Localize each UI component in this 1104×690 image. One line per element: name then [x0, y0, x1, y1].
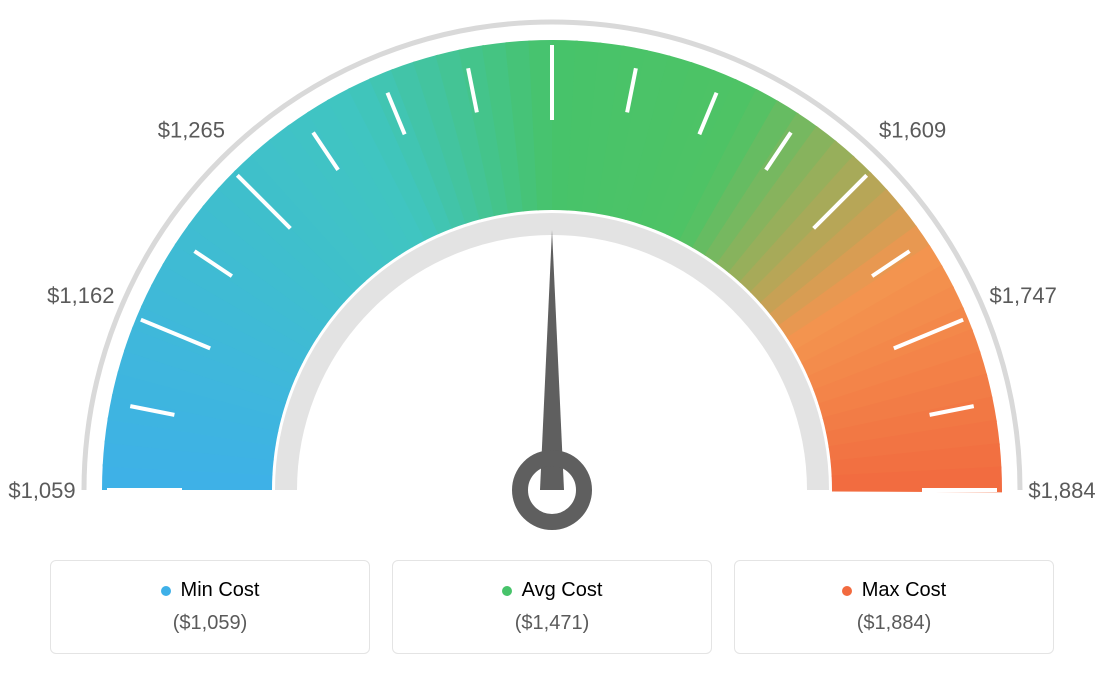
legend-avg-value: ($1,471) — [403, 612, 701, 635]
legend-row: Min Cost ($1,059) Avg Cost ($1,471) Max … — [0, 560, 1104, 654]
legend-avg-label: Avg Cost — [403, 579, 701, 602]
legend-max-box: Max Cost ($1,884) — [734, 560, 1054, 654]
gauge-tick-label: $1,747 — [990, 283, 1057, 308]
legend-max-dot — [842, 586, 852, 596]
gauge-tick-label: $1,162 — [47, 283, 114, 308]
gauge-tick-label: $1,609 — [879, 117, 946, 142]
legend-max-label: Max Cost — [745, 579, 1043, 602]
legend-max-value: ($1,884) — [745, 612, 1043, 635]
gauge-svg: $1,059$1,162$1,265$1,471$1,609$1,747$1,8… — [0, 0, 1104, 560]
legend-min-label: Min Cost — [61, 579, 359, 602]
legend-avg-dot — [502, 586, 512, 596]
gauge-chart: $1,059$1,162$1,265$1,471$1,609$1,747$1,8… — [0, 0, 1104, 560]
gauge-tick-label: $1,884 — [1028, 478, 1095, 503]
legend-min-value: ($1,059) — [61, 612, 359, 635]
legend-min-dot — [161, 586, 171, 596]
gauge-tick-label: $1,265 — [158, 117, 225, 142]
legend-avg-box: Avg Cost ($1,471) — [392, 560, 712, 654]
legend-min-text: Min Cost — [181, 579, 260, 602]
gauge-tick-label: $1,059 — [8, 478, 75, 503]
legend-avg-text: Avg Cost — [522, 579, 603, 602]
legend-max-text: Max Cost — [862, 579, 946, 602]
legend-min-box: Min Cost ($1,059) — [50, 560, 370, 654]
